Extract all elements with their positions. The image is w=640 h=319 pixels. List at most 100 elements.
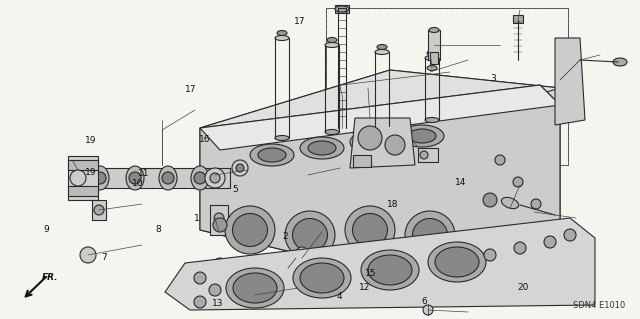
Ellipse shape xyxy=(275,35,289,41)
Circle shape xyxy=(205,168,225,188)
Bar xyxy=(326,8,568,165)
Bar xyxy=(430,52,438,64)
Ellipse shape xyxy=(408,129,436,143)
Circle shape xyxy=(495,155,505,165)
Text: 2: 2 xyxy=(282,232,287,241)
Text: 19: 19 xyxy=(85,136,97,145)
Circle shape xyxy=(194,296,206,308)
Bar xyxy=(428,30,440,60)
Circle shape xyxy=(213,218,227,232)
Text: 12: 12 xyxy=(359,283,371,292)
Circle shape xyxy=(70,170,86,186)
Polygon shape xyxy=(555,38,585,125)
Bar xyxy=(513,15,523,23)
Bar xyxy=(353,155,371,167)
Circle shape xyxy=(209,284,221,296)
Ellipse shape xyxy=(275,136,289,140)
Ellipse shape xyxy=(361,250,419,290)
Ellipse shape xyxy=(335,6,349,12)
Ellipse shape xyxy=(368,255,412,285)
Text: 1: 1 xyxy=(195,214,200,223)
Circle shape xyxy=(214,213,224,223)
Circle shape xyxy=(385,135,405,155)
Ellipse shape xyxy=(226,268,284,308)
Ellipse shape xyxy=(225,206,275,254)
Ellipse shape xyxy=(325,130,339,135)
Text: 10: 10 xyxy=(132,179,143,188)
Ellipse shape xyxy=(375,123,389,129)
Circle shape xyxy=(80,247,96,263)
Ellipse shape xyxy=(429,27,439,33)
Ellipse shape xyxy=(428,242,486,282)
Ellipse shape xyxy=(350,131,394,153)
Ellipse shape xyxy=(405,211,455,259)
Ellipse shape xyxy=(613,58,627,66)
Polygon shape xyxy=(200,70,560,272)
Ellipse shape xyxy=(159,166,177,190)
Text: 9: 9 xyxy=(44,225,49,234)
Ellipse shape xyxy=(277,31,287,35)
Ellipse shape xyxy=(327,38,337,42)
Circle shape xyxy=(483,193,497,207)
Circle shape xyxy=(358,126,382,150)
Ellipse shape xyxy=(250,144,294,166)
Circle shape xyxy=(94,172,106,184)
Bar xyxy=(75,168,230,188)
Text: 6: 6 xyxy=(422,297,427,306)
Circle shape xyxy=(544,236,556,248)
Polygon shape xyxy=(200,85,560,272)
Ellipse shape xyxy=(325,42,339,48)
Bar xyxy=(68,186,98,196)
Ellipse shape xyxy=(232,213,268,247)
Ellipse shape xyxy=(358,135,386,149)
Circle shape xyxy=(483,233,497,247)
Text: 19: 19 xyxy=(85,168,97,177)
Ellipse shape xyxy=(300,263,344,293)
Circle shape xyxy=(423,305,433,315)
Polygon shape xyxy=(350,118,415,168)
Circle shape xyxy=(129,172,141,184)
Text: 17: 17 xyxy=(294,17,305,26)
Circle shape xyxy=(484,249,496,261)
Circle shape xyxy=(513,177,523,187)
Text: 5: 5 xyxy=(233,185,238,194)
Text: 15: 15 xyxy=(365,269,376,278)
Circle shape xyxy=(232,160,248,176)
Ellipse shape xyxy=(353,213,387,247)
Text: 4: 4 xyxy=(337,292,342,301)
Text: 3: 3 xyxy=(490,74,495,83)
Ellipse shape xyxy=(427,50,437,56)
Ellipse shape xyxy=(400,125,444,147)
Text: 13: 13 xyxy=(212,299,223,308)
Circle shape xyxy=(162,172,174,184)
Bar xyxy=(335,5,349,13)
Ellipse shape xyxy=(377,44,387,49)
Circle shape xyxy=(236,164,244,172)
Ellipse shape xyxy=(258,148,286,162)
Circle shape xyxy=(514,242,526,254)
Text: 8: 8 xyxy=(156,225,161,234)
Circle shape xyxy=(210,173,220,183)
Bar xyxy=(210,205,228,235)
Circle shape xyxy=(420,151,428,159)
Ellipse shape xyxy=(425,117,439,122)
Ellipse shape xyxy=(413,219,447,251)
Ellipse shape xyxy=(293,258,351,298)
Bar xyxy=(68,160,98,170)
Ellipse shape xyxy=(425,56,439,61)
Bar xyxy=(68,156,98,200)
Polygon shape xyxy=(165,218,595,310)
Circle shape xyxy=(296,247,308,259)
Text: 20: 20 xyxy=(518,283,529,292)
Bar xyxy=(418,148,438,162)
Bar xyxy=(92,200,106,220)
Ellipse shape xyxy=(233,273,277,303)
Circle shape xyxy=(483,258,497,272)
Ellipse shape xyxy=(300,137,344,159)
Ellipse shape xyxy=(427,65,437,70)
Circle shape xyxy=(194,172,206,184)
Text: 18: 18 xyxy=(387,200,399,209)
Ellipse shape xyxy=(435,247,479,277)
Ellipse shape xyxy=(345,206,395,254)
Polygon shape xyxy=(200,70,560,145)
